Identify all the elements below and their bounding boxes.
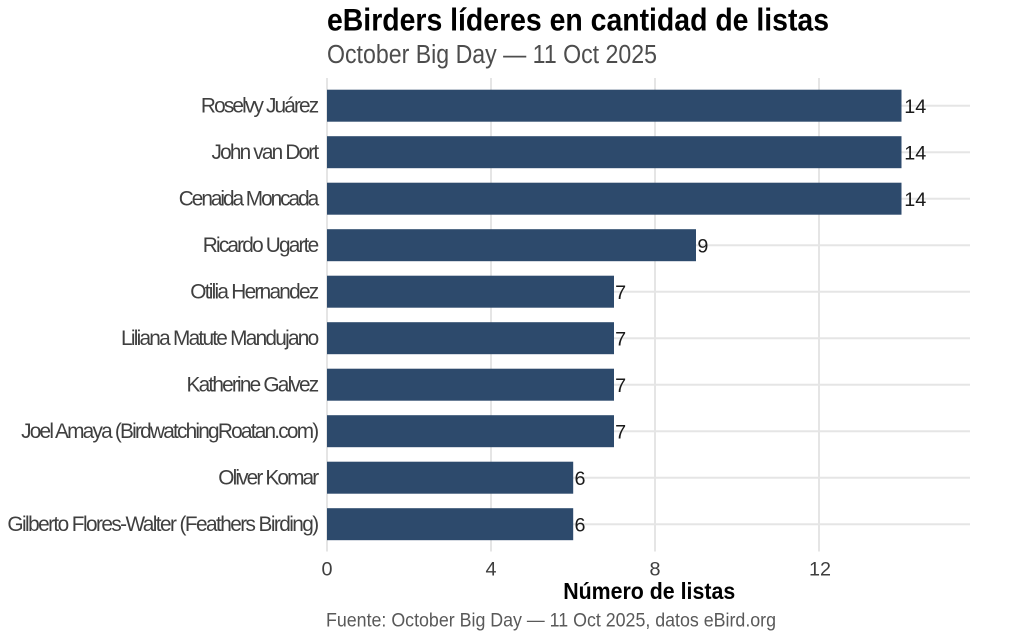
svg-text:7: 7 bbox=[615, 422, 626, 444]
svg-text:Gilberto Flores-Walter (Feathe: Gilberto Flores-Walter (Feathers Birding… bbox=[7, 513, 319, 536]
svg-text:John van Dort: John van Dort bbox=[212, 141, 320, 164]
svg-text:7: 7 bbox=[615, 282, 626, 304]
svg-text:Ricardo Ugarte: Ricardo Ugarte bbox=[203, 234, 319, 257]
svg-text:Liliana Matute Mandujano: Liliana Matute Mandujano bbox=[121, 327, 319, 350]
svg-text:Joel Amaya (BirdwatchingRoatan: Joel Amaya (BirdwatchingRoatan.com) bbox=[21, 420, 319, 443]
svg-text:9: 9 bbox=[697, 236, 708, 258]
svg-text:6: 6 bbox=[575, 468, 586, 490]
svg-text:Otilia Hernandez: Otilia Hernandez bbox=[190, 281, 319, 304]
svg-text:Fuente: October Big Day — 11 O: Fuente: October Big Day — 11 Oct 2025, d… bbox=[326, 609, 776, 631]
svg-text:0: 0 bbox=[321, 559, 332, 581]
svg-text:Oliver Komar: Oliver Komar bbox=[218, 467, 319, 490]
svg-text:14: 14 bbox=[904, 96, 926, 118]
svg-text:October Big Day — 11 Oct 2025: October Big Day — 11 Oct 2025 bbox=[327, 41, 657, 69]
svg-text:14: 14 bbox=[904, 143, 926, 165]
svg-text:Katherine Galvez: Katherine Galvez bbox=[187, 374, 320, 397]
svg-text:Cenaida Moncada: Cenaida Moncada bbox=[179, 188, 320, 211]
svg-text:Número de listas: Número de listas bbox=[563, 578, 735, 604]
svg-text:8: 8 bbox=[649, 559, 660, 581]
svg-text:6: 6 bbox=[575, 515, 586, 537]
svg-text:12: 12 bbox=[809, 559, 831, 581]
svg-text:7: 7 bbox=[615, 329, 626, 351]
svg-text:14: 14 bbox=[904, 189, 926, 211]
svg-text:4: 4 bbox=[485, 559, 496, 581]
svg-text:Roselvy Juárez: Roselvy Juárez bbox=[201, 95, 319, 118]
svg-text:7: 7 bbox=[615, 375, 626, 397]
svg-text:eBirders líderes en cantidad d: eBirders líderes en cantidad de listas bbox=[327, 2, 829, 38]
